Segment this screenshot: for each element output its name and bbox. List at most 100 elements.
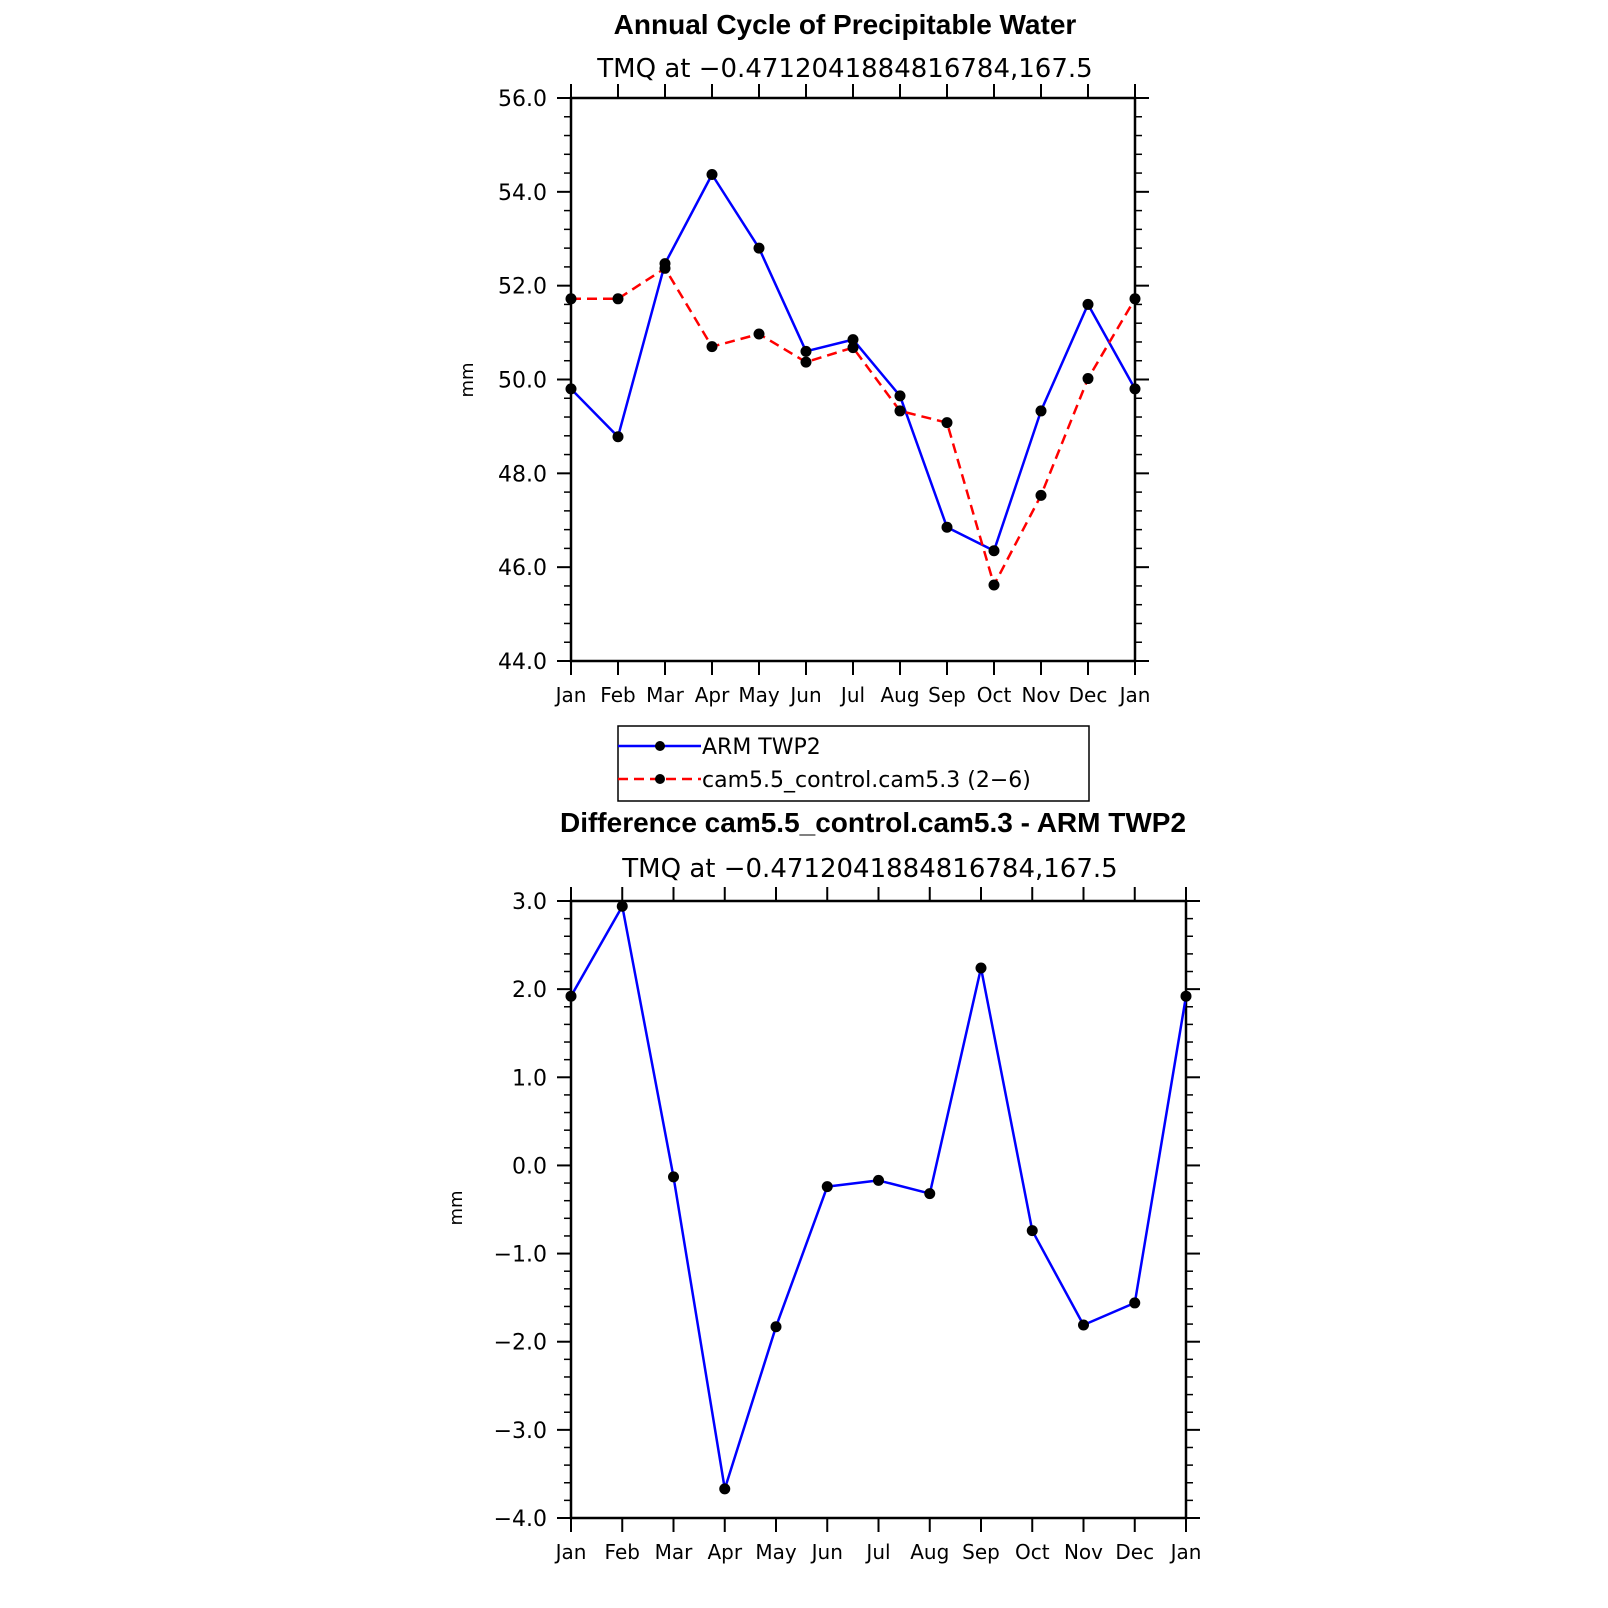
chart1-series-1-point [847, 342, 859, 354]
chart1-series-line-0 [570, 173, 1137, 552]
chart1-series-0-point [1035, 405, 1047, 417]
chart1-xtick-label: Jan [554, 683, 587, 707]
chart1-series-1-point [894, 405, 906, 417]
legend-label-arm: ARM TWP2 [702, 735, 821, 760]
chart1-series-0-point [1129, 383, 1141, 395]
chart2-title: Difference cam5.5_control.cam5.3 - ARM T… [560, 807, 1186, 838]
chart1-ytick-label: 48.0 [498, 462, 547, 487]
chart2-xtick-label: Oct [1015, 1540, 1050, 1564]
chart2-xtick-label: Sep [962, 1540, 1000, 1564]
chart2-plot-frame [569, 899, 1188, 1520]
chart2-ytick-label: 0.0 [512, 1154, 547, 1179]
chart2-xtick-label: Jan [554, 1540, 587, 1564]
chart1-plot-frame [569, 96, 1137, 663]
chart2-series-0-point [719, 1483, 731, 1495]
chart2-ytick-label: −1.0 [494, 1243, 547, 1268]
chart2-xtick-label: Jul [864, 1540, 890, 1564]
legend-label-cam: cam5.5_control.cam5.3 (2−6) [702, 768, 1031, 793]
chart2-xtick-label: Jan [1169, 1540, 1202, 1564]
chart2-series-0-point [770, 1321, 782, 1333]
chart1-series-1-point [1082, 373, 1094, 385]
chart1-series-0-point [941, 521, 953, 533]
chart1-series-0-point [988, 545, 1000, 557]
chart1-ylabel: mm [457, 362, 478, 397]
chart1-series-0-point [1082, 298, 1094, 310]
chart1-xtick-label: Mar [646, 683, 685, 707]
chart2-ticks: −4.0 −3.0 −2.0 −1.0 0.0 1.0 2.0 3.0 Jan Feb Mar Apr… [494, 887, 1202, 1564]
chart1-xtick-label: Jun [788, 683, 821, 707]
chart1-series-1-point [1035, 489, 1047, 501]
chart2-series-0-point [873, 1174, 884, 1186]
chart1-series-0-point [894, 390, 906, 402]
chart1-xtick-label: Jul [839, 683, 865, 707]
chart1-ytick-label: 52.0 [498, 275, 547, 300]
chart1-series-0-point [800, 345, 812, 357]
chart2-ytick-label: −3.0 [494, 1419, 547, 1444]
precipitable-water-chart: Annual Cycle of Precipitable Water TMQ a… [457, 9, 1150, 802]
chart2-series-0-point [1129, 1297, 1141, 1309]
chart1-subtitle: TMQ at −0.4712041884816784,167.5 [596, 54, 1092, 84]
chart1-xtick-label: Apr [695, 683, 730, 707]
chart2-series-0-point [1078, 1319, 1089, 1331]
chart1-series-1-point [706, 341, 718, 353]
chart1-series-1-point [659, 262, 671, 274]
chart1-xtick-label: Nov [1021, 683, 1060, 707]
legend: ARM TWP2 cam5.5_control.cam5.3 (2−6) [617, 725, 1090, 802]
chart1-series [565, 168, 1141, 591]
chart2-xtick-label: Dec [1115, 1540, 1154, 1564]
legend-marker-arm [655, 741, 665, 751]
chart1-xtick-label: Jan [1118, 683, 1151, 707]
chart1-series-1-point [753, 328, 765, 340]
chart1-ytick-label: 46.0 [498, 556, 547, 581]
chart1-series-1-point [988, 579, 1000, 591]
chart1-xtick-label: May [738, 683, 780, 707]
chart2-xtick-label: Jun [810, 1540, 843, 1564]
chart1-xtick-label: Aug [880, 683, 919, 707]
chart1-series-1-point [565, 293, 577, 305]
legend-box [617, 725, 1090, 802]
chart1-xtick-label: Oct [977, 683, 1012, 707]
chart2-ytick-label: 2.0 [512, 978, 547, 1003]
chart1-series-0-point [706, 168, 718, 180]
chart1-xtick-label: Sep [928, 683, 966, 707]
chart1-xtick-label: Dec [1069, 683, 1108, 707]
chart1-series-line-1 [571, 267, 1137, 587]
chart2-series-0-point [565, 990, 577, 1002]
chart2-series [565, 900, 1192, 1495]
chart1-ytick-label: 56.0 [498, 87, 547, 112]
chart2-ytick-label: −2.0 [494, 1331, 547, 1356]
chart2-xtick-label: Apr [707, 1540, 742, 1564]
chart2-ytick-label: 1.0 [512, 1066, 547, 1091]
chart1-series-0-point [612, 431, 624, 443]
chart1-ytick-label: 44.0 [498, 650, 547, 675]
chart2-series-0-point [616, 900, 628, 912]
chart2-series-0-point [924, 1188, 936, 1200]
chart1-ticks: 44.0 46.0 48.0 50.0 52.0 54.0 56.0 Jan Feb Mar Apr… [498, 84, 1150, 707]
chart2-ylabel: mm [446, 1190, 467, 1225]
chart2-series-line-0 [569, 905, 1188, 1491]
chart1-xtick-label: Feb [600, 683, 635, 707]
chart2-series-0-point [1026, 1225, 1038, 1237]
chart2-xtick-label: Aug [910, 1540, 949, 1564]
chart1-ytick-label: 50.0 [498, 369, 547, 394]
chart1-series-1-point [1129, 293, 1141, 305]
chart1-series-1-point [941, 417, 953, 429]
chart2-xtick-label: Mar [655, 1540, 694, 1564]
chart1-series-1-point [800, 356, 812, 368]
chart2-series-0-point [975, 962, 987, 974]
chart1-series-0-point [847, 334, 859, 346]
chart1-series-0-point [565, 383, 577, 395]
chart2-xtick-label: Feb [605, 1540, 640, 1564]
chart2-series-0-point [1180, 990, 1192, 1002]
chart2-xtick-label: May [755, 1540, 797, 1564]
chart2-xtick-label: Nov [1064, 1540, 1103, 1564]
chart2-ytick-label: −4.0 [494, 1507, 547, 1532]
chart2-subtitle: TMQ at −0.4712041884816784,167.5 [621, 854, 1117, 884]
legend-marker-cam [655, 774, 665, 784]
chart1-series-0-point [753, 242, 765, 254]
chart1-series-1-point [612, 293, 624, 305]
difference-chart: Difference cam5.5_control.cam5.3 - ARM T… [446, 807, 1201, 1564]
chart2-series-0-point [821, 1181, 833, 1193]
chart1-ytick-label: 54.0 [498, 181, 547, 206]
